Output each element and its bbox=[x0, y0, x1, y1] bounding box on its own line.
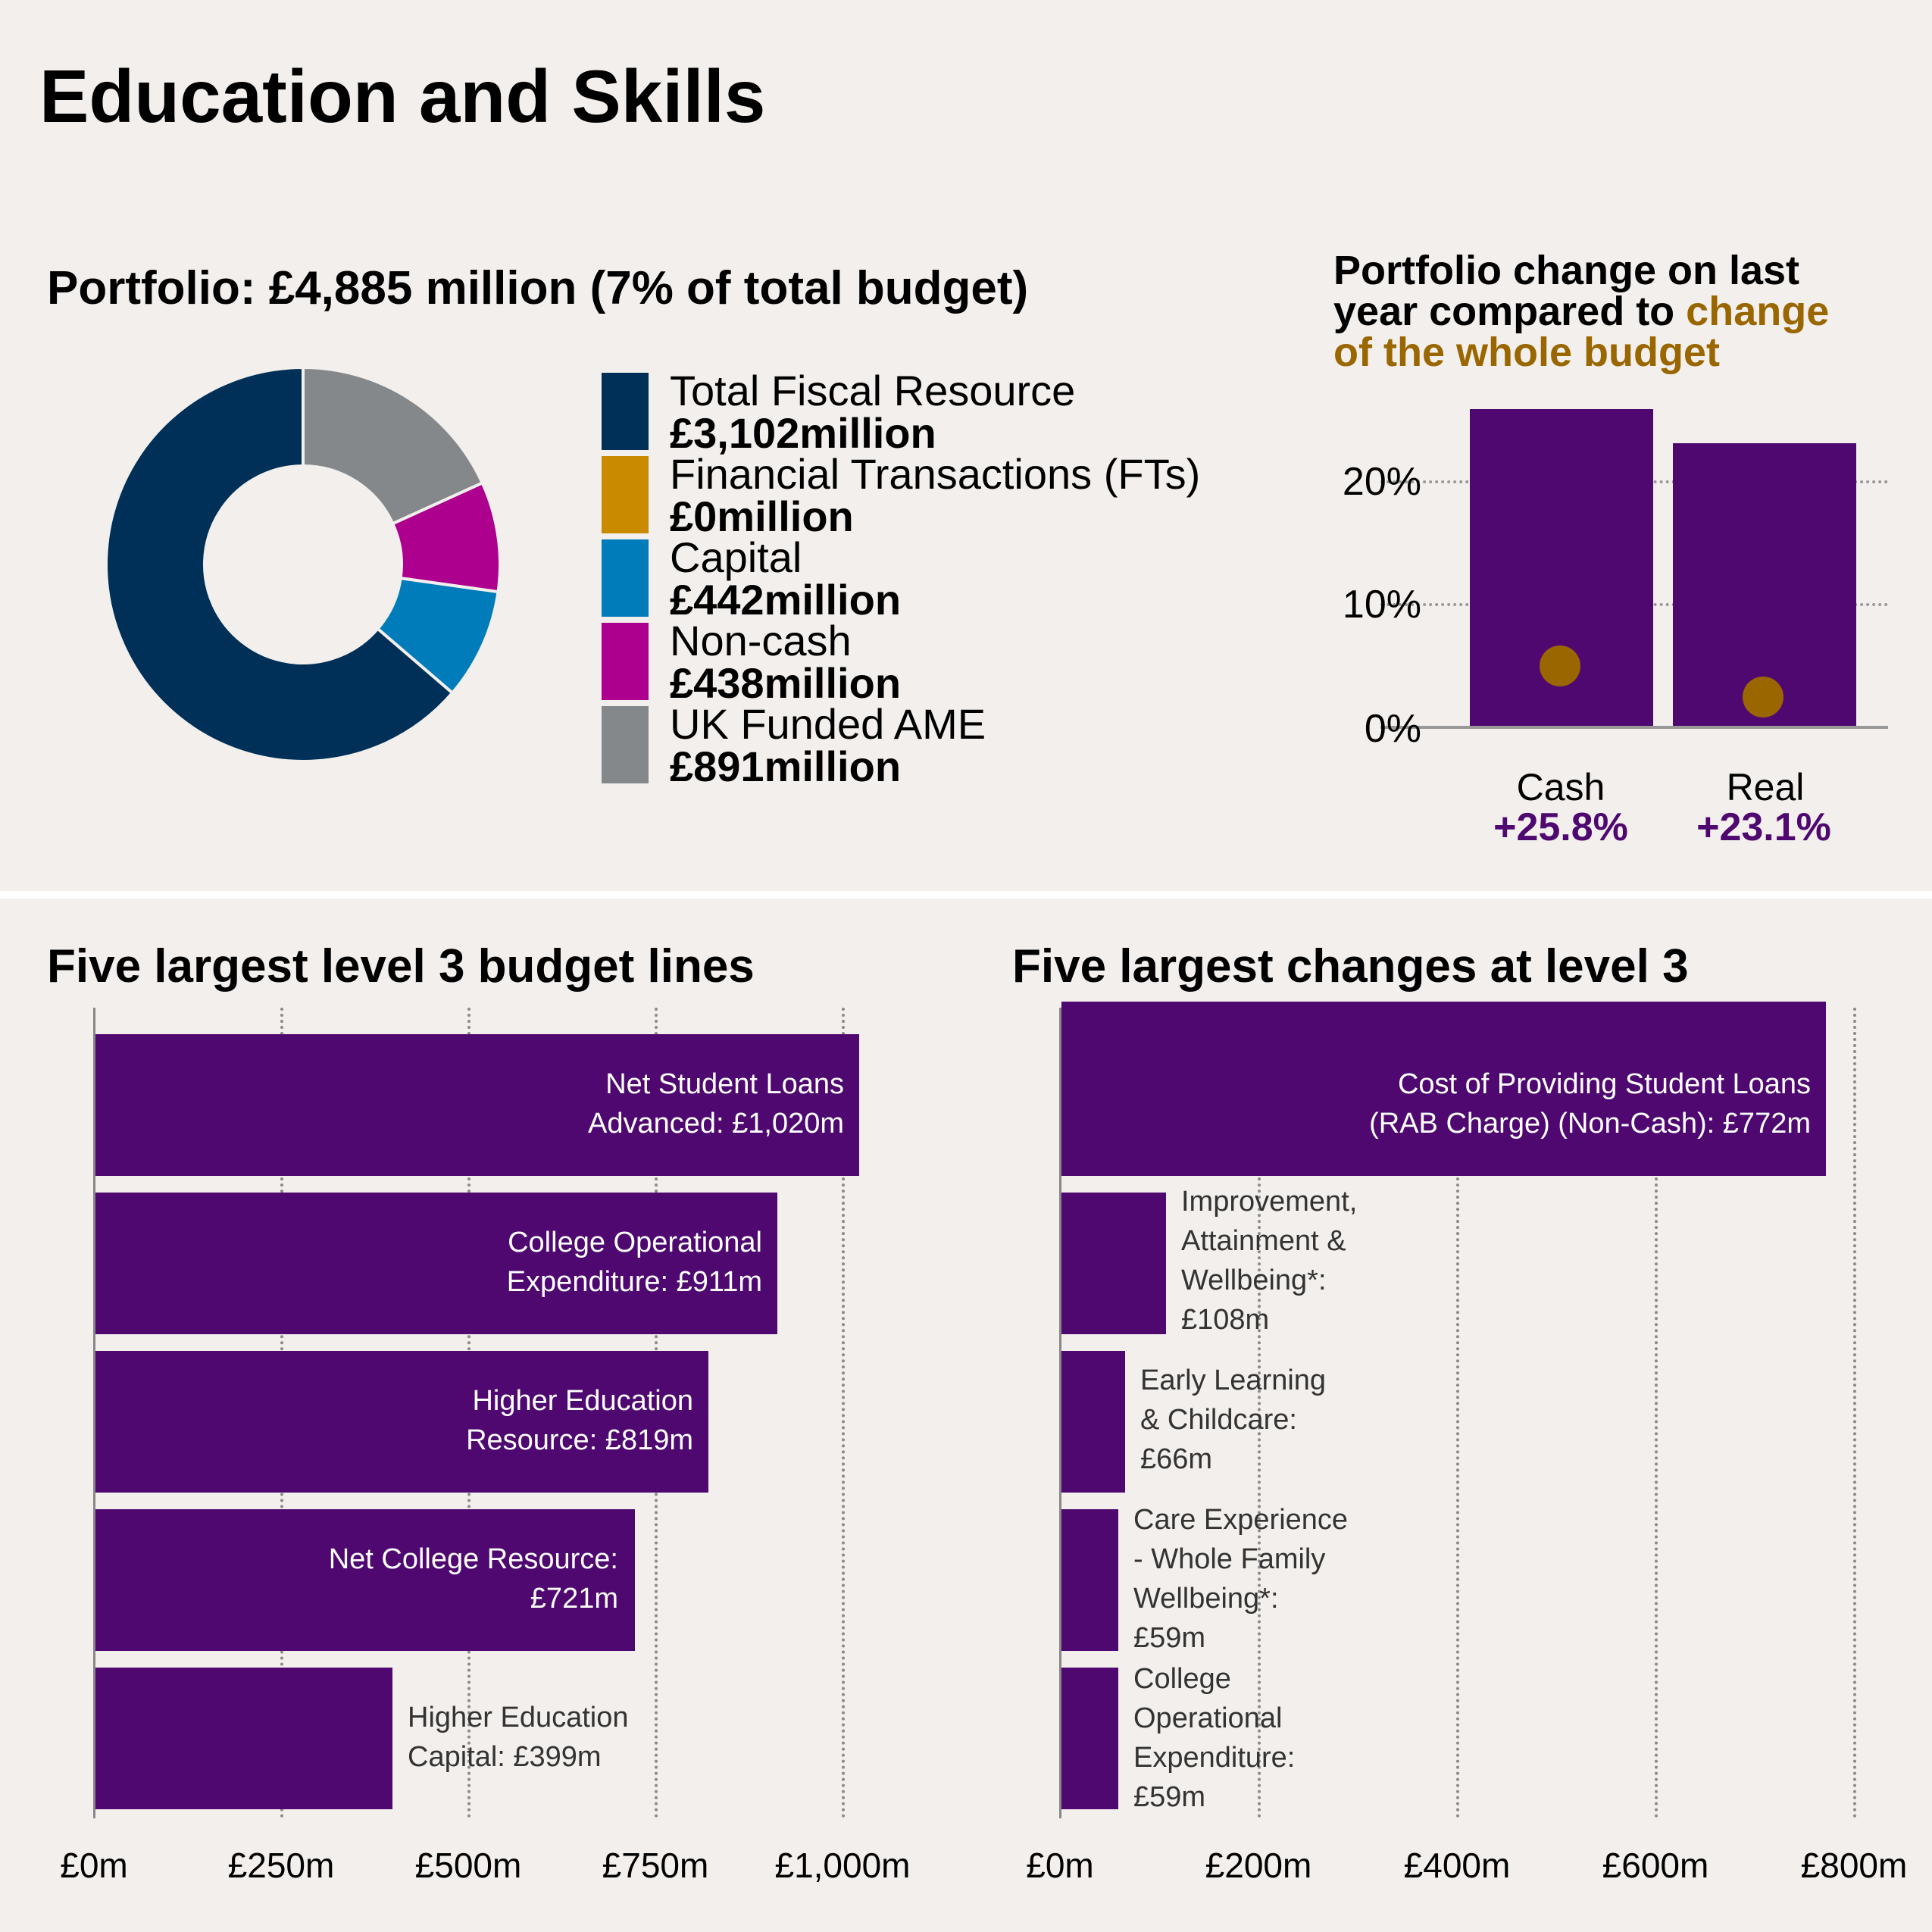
change-heading-line: year compared to bbox=[1333, 289, 1687, 334]
y-tick-label: 20% bbox=[1342, 460, 1421, 504]
bar-label: Resource: £819m bbox=[466, 1424, 693, 1456]
whole-budget-dot-real bbox=[1743, 677, 1784, 717]
portfolio-donut-chart bbox=[105, 365, 502, 763]
legend-value: £891million bbox=[670, 742, 902, 790]
bar-net-student-loans: Net Student Loans Advanced: £1,020m bbox=[95, 1034, 859, 1176]
legend-label: UK Funded AME bbox=[670, 700, 986, 748]
legend-label: Financial Transactions (FTs) bbox=[670, 450, 1201, 498]
bar-label: Early Learning bbox=[1140, 1365, 1327, 1396]
x-tick-label: £0m bbox=[1026, 1846, 1094, 1885]
x-tick-label: £800m bbox=[1800, 1846, 1908, 1885]
gridline bbox=[1258, 1008, 1261, 1818]
bar-label: Expenditure: £911m bbox=[506, 1266, 762, 1298]
y-tick-label: 10% bbox=[1342, 583, 1421, 627]
bar-label-outside: Higher Education Capital: £399m bbox=[408, 1698, 711, 1777]
bar-college-operational: College Operational Expenditure: £911m bbox=[95, 1193, 777, 1334]
y-tick-label: 0% bbox=[1364, 707, 1421, 751]
bar-label: Improvement, bbox=[1181, 1186, 1358, 1218]
bar-label: Cost of Providing Student Loans bbox=[1397, 1068, 1811, 1100]
bar-label-outside: Care Experience - Whole Family Wellbeing*:… bbox=[1133, 1500, 1436, 1658]
change-heading: Portfolio change on last year compared t… bbox=[1333, 250, 1829, 373]
legend-value: £442million bbox=[670, 576, 902, 624]
legend-value: £3,102million bbox=[670, 409, 936, 457]
x-tick-label: £250m bbox=[227, 1846, 335, 1885]
bar-label: Wellbeing*: bbox=[1181, 1265, 1327, 1296]
gridline bbox=[1456, 1008, 1459, 1818]
value-label-real: +23.1% bbox=[1696, 805, 1831, 849]
x-tick-label: £0m bbox=[60, 1846, 128, 1885]
bar-label: Care Experience bbox=[1133, 1504, 1349, 1536]
bar-college-operational-change bbox=[1061, 1668, 1118, 1809]
bar-label: Net College Resource: bbox=[328, 1543, 618, 1575]
legend-label: Capital bbox=[670, 533, 802, 581]
whole-budget-dot-cash bbox=[1540, 646, 1580, 686]
legend-label: Total Fiscal Resource bbox=[670, 367, 1076, 414]
y-axis-line bbox=[1059, 1008, 1061, 1818]
bar-label: (RAB Charge) (Non-Cash): £772m bbox=[1369, 1108, 1811, 1140]
bar-label: Higher Education bbox=[472, 1385, 693, 1417]
bar-higher-education-resource: Higher Education Resource: £819m bbox=[95, 1351, 708, 1493]
x-tick-label: £200m bbox=[1205, 1846, 1312, 1885]
bar-label: Expenditure: bbox=[1133, 1742, 1296, 1774]
bar-label: £108m bbox=[1181, 1304, 1270, 1336]
value-label-cash: +25.8% bbox=[1493, 805, 1628, 849]
bar-label: Net Student Loans bbox=[605, 1068, 844, 1100]
legend-swatch bbox=[602, 623, 649, 700]
bar-early-learning bbox=[1061, 1351, 1125, 1493]
bar-label: - Whole Family bbox=[1133, 1543, 1326, 1575]
bar-label-outside: Improvement, Attainment & Wellbeing*: £108m bbox=[1181, 1182, 1484, 1340]
bar-label-outside: Early Learning & Childcare: £66m bbox=[1140, 1361, 1443, 1479]
legend-swatch bbox=[602, 539, 649, 617]
bar-higher-education-capital bbox=[95, 1668, 392, 1809]
bar-label: Operational bbox=[1133, 1702, 1283, 1734]
change-heading-line: Portfolio change on last bbox=[1333, 248, 1800, 293]
bar-label: £721m bbox=[530, 1583, 618, 1615]
x-category-label: Cash bbox=[1516, 766, 1605, 808]
x-tick-label: £500m bbox=[414, 1846, 522, 1885]
bar-label: Higher Education bbox=[408, 1702, 629, 1733]
x-tick-label: £600m bbox=[1602, 1846, 1709, 1885]
bar-label: Attainment & bbox=[1181, 1225, 1346, 1257]
bar-improvement-attainment bbox=[1061, 1193, 1166, 1334]
legend-value: £438million bbox=[670, 659, 902, 707]
legend-value: £0million bbox=[670, 492, 854, 540]
donut-slice-total-fiscal-resource bbox=[105, 365, 455, 763]
gridline bbox=[1853, 1008, 1856, 1818]
bar-label: £59m bbox=[1133, 1622, 1206, 1654]
bar-label: College Operational bbox=[508, 1227, 762, 1258]
x-axis-baseline bbox=[1380, 726, 1888, 729]
gridline bbox=[1655, 1008, 1658, 1818]
x-tick-label: £400m bbox=[1403, 1846, 1511, 1885]
legend-swatch bbox=[602, 456, 649, 533]
largest-heading: Five largest level 3 budget lines bbox=[47, 940, 755, 993]
change-heading-highlight: of the whole budget bbox=[1333, 330, 1720, 375]
bar-label: Advanced: £1,020m bbox=[587, 1108, 844, 1140]
bar-label-outside: College Operational Expenditure: £59m bbox=[1133, 1659, 1436, 1817]
donut-slice-uk-funded-ame bbox=[302, 365, 485, 526]
x-tick-label: £1,000m bbox=[774, 1846, 911, 1885]
portfolio-heading: Portfolio: £4,885 million (7% of total b… bbox=[47, 262, 1029, 314]
bar-label: Wellbeing*: bbox=[1133, 1583, 1279, 1615]
bar-label: & Childcare: bbox=[1140, 1404, 1297, 1436]
legend-label: Non-cash bbox=[670, 617, 852, 664]
bar-rab-charge: Cost of Providing Student Loans (RAB Char… bbox=[1061, 1034, 1826, 1176]
legend-swatch bbox=[602, 373, 649, 450]
bar-net-college-resource: Net College Resource: £721m bbox=[95, 1509, 635, 1651]
page-title: Education and Skills bbox=[39, 55, 766, 138]
bar-label: College bbox=[1133, 1663, 1231, 1695]
x-tick-label: £750m bbox=[602, 1846, 709, 1885]
bar-label: Capital: £399m bbox=[408, 1741, 602, 1773]
gridline bbox=[842, 1008, 845, 1818]
y-axis-line bbox=[93, 1008, 95, 1818]
bar-label: £59m bbox=[1133, 1781, 1206, 1813]
bar-care-experience bbox=[1061, 1509, 1118, 1651]
legend-swatch bbox=[602, 706, 649, 783]
section-divider bbox=[0, 891, 1932, 899]
x-category-label: Real bbox=[1726, 766, 1805, 808]
changes-heading: Five largest changes at level 3 bbox=[1012, 940, 1689, 993]
bar-label: £66m bbox=[1140, 1443, 1213, 1475]
change-heading-highlight: change bbox=[1686, 289, 1830, 334]
